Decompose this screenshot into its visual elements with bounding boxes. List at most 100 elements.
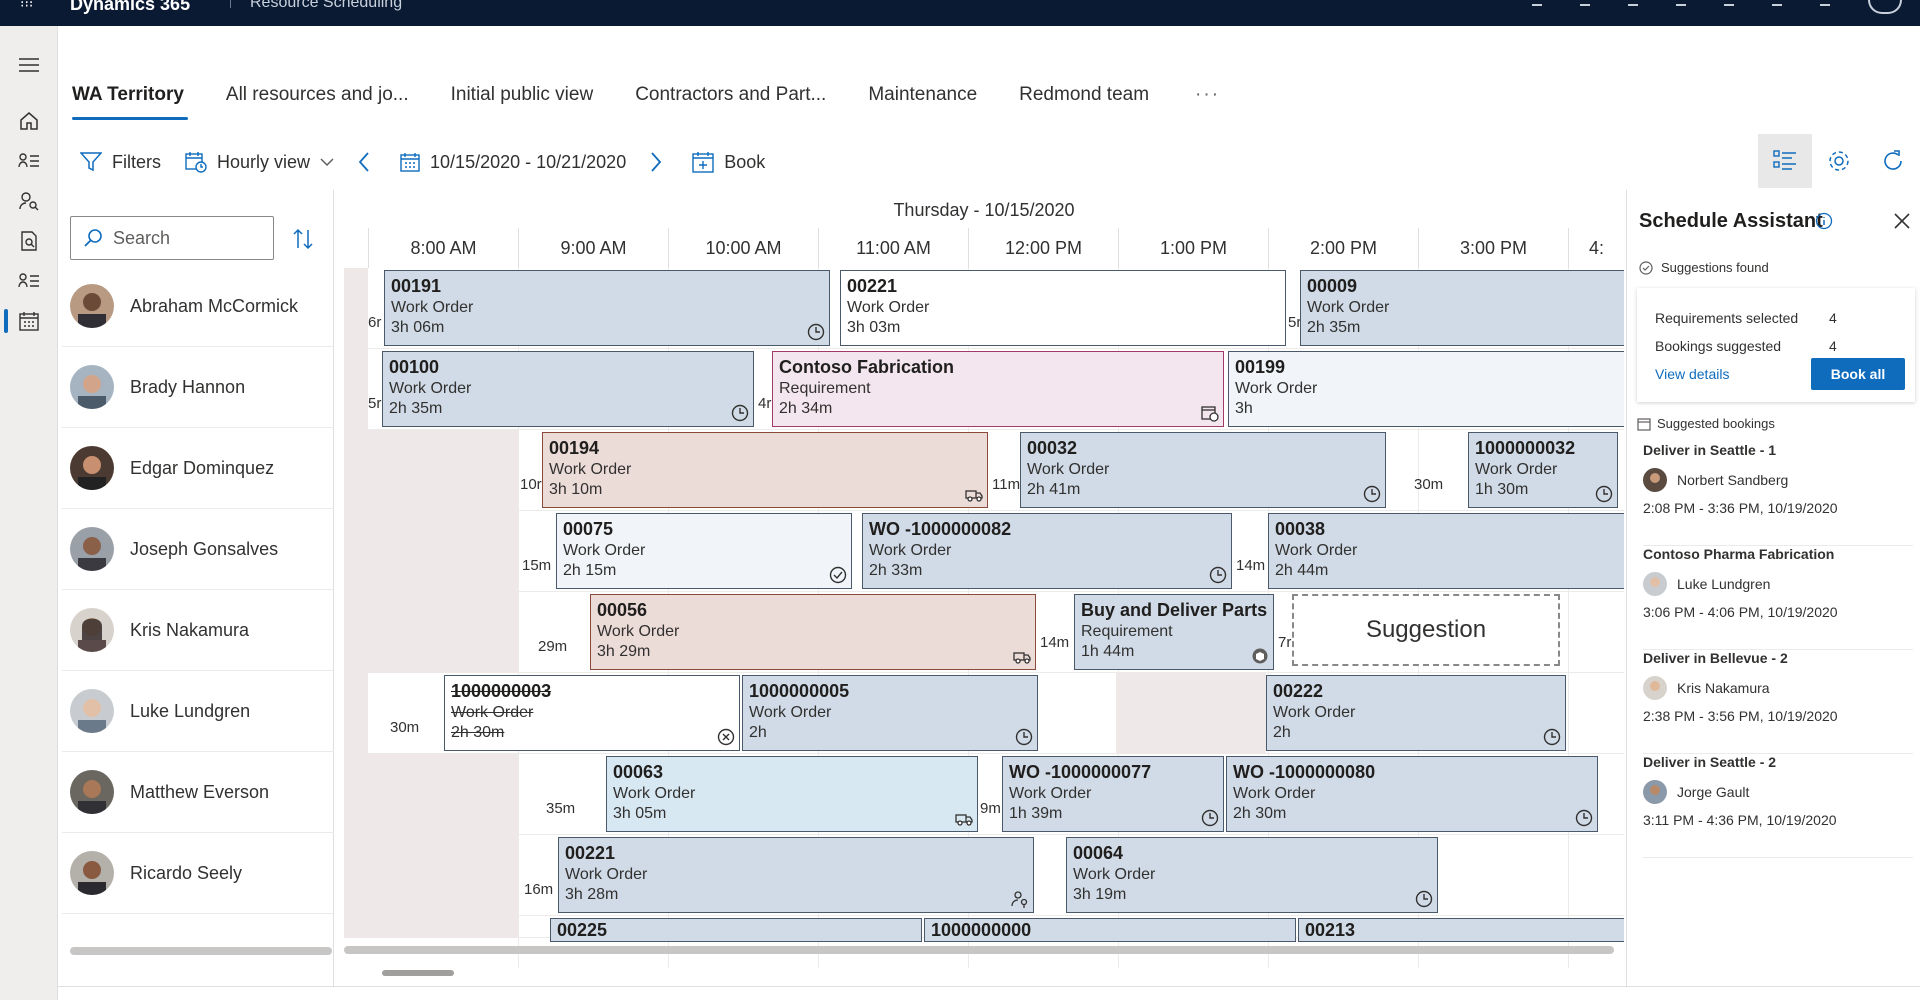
booking[interactable]: WO -1000000077 Work Order 1h 39m bbox=[1002, 756, 1224, 832]
resource-lane[interactable]: 35m 00063 Work Order 3h 05m 9m WO -10000… bbox=[344, 754, 1624, 835]
booking[interactable]: 00100 Work Order 2h 35m bbox=[382, 351, 754, 427]
hour-gridline bbox=[1568, 268, 1569, 968]
document-search-icon[interactable] bbox=[14, 226, 44, 256]
book-all-button[interactable]: Book all bbox=[1811, 358, 1905, 390]
hamburger-menu-icon[interactable] bbox=[14, 50, 44, 80]
info-icon[interactable] bbox=[1815, 212, 1833, 230]
resource-lane[interactable]: 5r 00100 Work Order 2h 35m 4r Contoso Fa… bbox=[344, 349, 1624, 430]
tab-redmond-team[interactable]: Redmond team bbox=[1019, 84, 1150, 105]
brand-name[interactable]: Dynamics 365 bbox=[70, 0, 191, 14]
resource-lane[interactable]: 15m 00075 Work Order 2h 15m WO -10000000… bbox=[344, 511, 1624, 592]
booking-id: 00213 bbox=[1305, 920, 1356, 940]
booking[interactable]: 00221 Work Order 3h 03m bbox=[840, 270, 1286, 346]
add-icon[interactable] bbox=[1628, 0, 1638, 6]
resource-row[interactable]: Abraham McCormick bbox=[62, 266, 334, 347]
booking[interactable]: 00213 bbox=[1298, 918, 1624, 942]
contact-list-icon[interactable] bbox=[14, 146, 44, 176]
date-range-picker[interactable]: 10/15/2020 - 10/21/2020 bbox=[400, 152, 626, 173]
resource-row[interactable]: Ricardo Seely bbox=[62, 833, 334, 914]
tab-all-resources[interactable]: All resources and jo... bbox=[225, 84, 409, 105]
resource-row[interactable]: Joseph Gonsalves bbox=[62, 509, 334, 590]
previous-week-button[interactable] bbox=[358, 152, 370, 172]
suggested-booking-resource: Luke Lundgren bbox=[1643, 572, 1770, 596]
booking[interactable]: 00221 Work Order 3h 28m bbox=[558, 837, 1034, 913]
resource-lane[interactable]: 29m 00056 Work Order 3h 29m 14m Buy and … bbox=[344, 592, 1624, 673]
booking[interactable]: 00038 Work Order 2h 44m bbox=[1268, 513, 1624, 589]
filters-button[interactable]: Filters bbox=[80, 152, 161, 173]
more-tabs-button[interactable]: ··· bbox=[1195, 84, 1221, 105]
sort-button[interactable] bbox=[288, 224, 318, 254]
next-week-button[interactable] bbox=[650, 152, 662, 172]
suggested-booking-item[interactable]: Contoso Pharma Fabrication Luke Lundgren… bbox=[1643, 546, 1913, 650]
booking[interactable]: 00063 Work Order 3h 05m bbox=[606, 756, 978, 832]
hour-label: 3:00 PM bbox=[1418, 228, 1568, 268]
resource-lane[interactable]: 16m 00221 Work Order 3h 28m 00064 Work O… bbox=[344, 835, 1624, 916]
filter-icon[interactable] bbox=[1676, 0, 1686, 6]
board-scroll-thumb[interactable] bbox=[382, 970, 454, 976]
booking[interactable]: 00032 Work Order 2h 41m bbox=[1020, 432, 1386, 508]
chat-icon[interactable] bbox=[1820, 0, 1830, 6]
suggested-booking-time: 2:38 PM - 3:56 PM, 10/19/2020 bbox=[1643, 708, 1838, 724]
schedule-assistant-title: Schedule Assistant bbox=[1639, 210, 1823, 232]
booking[interactable]: 00064 Work Order 3h 19m bbox=[1066, 837, 1438, 913]
resource-lane[interactable]: 10r 00194 Work Order 3h 10m 11m 00032 Wo… bbox=[344, 430, 1624, 511]
suggested-booking-item[interactable]: Deliver in Seattle - 2 Jorge Gault 3:11 … bbox=[1643, 754, 1913, 858]
board-view-controls bbox=[1758, 134, 1920, 188]
help-icon[interactable] bbox=[1772, 0, 1782, 6]
requirement-booking[interactable]: Buy and Deliver Parts Requirement 1h 44m bbox=[1074, 594, 1274, 670]
book-button[interactable]: Book bbox=[692, 151, 765, 173]
people-search-icon[interactable] bbox=[14, 186, 44, 216]
home-icon[interactable] bbox=[14, 106, 44, 136]
booking[interactable]: 00056 Work Order 3h 29m bbox=[590, 594, 1036, 670]
resource-lane[interactable]: 6r 00191 Work Order 3h 06m 00221 Work Or… bbox=[344, 268, 1624, 349]
refresh-button[interactable] bbox=[1866, 134, 1920, 188]
resource-list-icon[interactable] bbox=[14, 266, 44, 296]
cancelled-booking[interactable]: 1000000003 Work Order 2h 30m bbox=[444, 675, 740, 751]
booking[interactable]: 00075 Work Order 2h 15m bbox=[556, 513, 852, 589]
suggested-booking-item[interactable]: Deliver in Seattle - 1 Norbert Sandberg … bbox=[1643, 442, 1913, 546]
resource-lane[interactable]: 00225 1000000000 00213 bbox=[344, 916, 1624, 942]
resource-panel-scrollbar[interactable] bbox=[70, 947, 332, 955]
waffle-icon[interactable]: ⁝⁝⁝ bbox=[20, 0, 34, 10]
gear-icon[interactable] bbox=[1724, 0, 1734, 6]
lightbulb-icon[interactable] bbox=[1580, 0, 1590, 6]
requirement-booking[interactable]: Contoso Fabrication Requirement 2h 34m bbox=[772, 351, 1224, 427]
resource-row[interactable]: Kris Nakamura bbox=[62, 590, 334, 671]
filter-icon bbox=[80, 152, 102, 172]
tab-wa-territory[interactable]: WA Territory bbox=[72, 84, 206, 120]
resource-row[interactable]: Edgar Dominquez bbox=[62, 428, 334, 509]
resource-row[interactable]: Luke Lundgren bbox=[62, 671, 334, 752]
tab-contractors[interactable]: Contractors and Part... bbox=[635, 84, 827, 105]
booking[interactable]: 00225 bbox=[550, 918, 922, 942]
user-avatar-icon[interactable] bbox=[1868, 0, 1902, 14]
booking[interactable]: 1000000005 Work Order 2h bbox=[742, 675, 1038, 751]
suggested-booking-item[interactable]: Deliver in Bellevue - 2 Kris Nakamura 2:… bbox=[1643, 650, 1913, 754]
booking[interactable]: 00194 Work Order 3h 10m bbox=[542, 432, 988, 508]
booking[interactable]: 00009 Work Order 2h 35m bbox=[1300, 270, 1624, 346]
resource-search-input[interactable]: Search bbox=[70, 216, 274, 260]
booking[interactable]: WO -1000000082 Work Order 2h 33m bbox=[862, 513, 1232, 589]
resource-row[interactable]: Matthew Everson bbox=[62, 752, 334, 833]
close-icon[interactable] bbox=[1891, 210, 1913, 232]
booking[interactable]: 00222 Work Order 2h bbox=[1266, 675, 1566, 751]
hourly-view-dropdown[interactable]: Hourly view bbox=[185, 151, 334, 173]
board-horizontal-scrollbar[interactable] bbox=[344, 946, 1614, 954]
tab-initial-public-view[interactable]: Initial public view bbox=[450, 84, 594, 105]
schedule-assistant-toggle[interactable] bbox=[1758, 134, 1812, 188]
booking[interactable]: 00199 Work Order 3h bbox=[1228, 351, 1624, 427]
booking[interactable]: 1000000032 Work Order 1h 30m bbox=[1468, 432, 1618, 508]
calendar-board-icon[interactable] bbox=[4, 306, 44, 336]
booking-id: WO -1000000080 bbox=[1233, 762, 1376, 782]
avatar bbox=[70, 527, 114, 571]
booking[interactable]: 00191 Work Order 3h 06m bbox=[384, 270, 830, 346]
tab-maintenance[interactable]: Maintenance bbox=[868, 84, 978, 105]
resource-row[interactable]: Brady Hannon bbox=[62, 347, 334, 428]
booking[interactable]: WO -1000000080 Work Order 2h 30m bbox=[1226, 756, 1598, 832]
board-settings-button[interactable] bbox=[1812, 134, 1866, 188]
search-icon[interactable] bbox=[1532, 0, 1542, 6]
view-details-link[interactable]: View details bbox=[1655, 366, 1730, 382]
booking[interactable]: 1000000000 bbox=[924, 918, 1296, 942]
suggestion-slot[interactable]: Suggestion bbox=[1292, 594, 1560, 666]
header-icons bbox=[1532, 0, 1902, 14]
resource-lane[interactable]: 30m 1000000003 Work Order 2h 30m 1000000… bbox=[344, 673, 1624, 754]
